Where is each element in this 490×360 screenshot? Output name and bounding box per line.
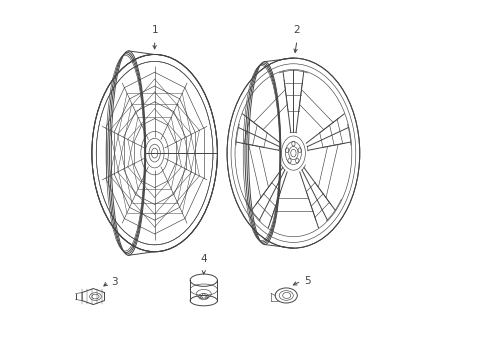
Text: 1: 1 xyxy=(151,25,158,35)
Text: 5: 5 xyxy=(304,276,311,286)
Ellipse shape xyxy=(92,54,218,252)
Ellipse shape xyxy=(227,58,360,248)
Text: 2: 2 xyxy=(294,25,300,35)
Text: 3: 3 xyxy=(112,277,118,287)
Text: 4: 4 xyxy=(200,254,207,264)
